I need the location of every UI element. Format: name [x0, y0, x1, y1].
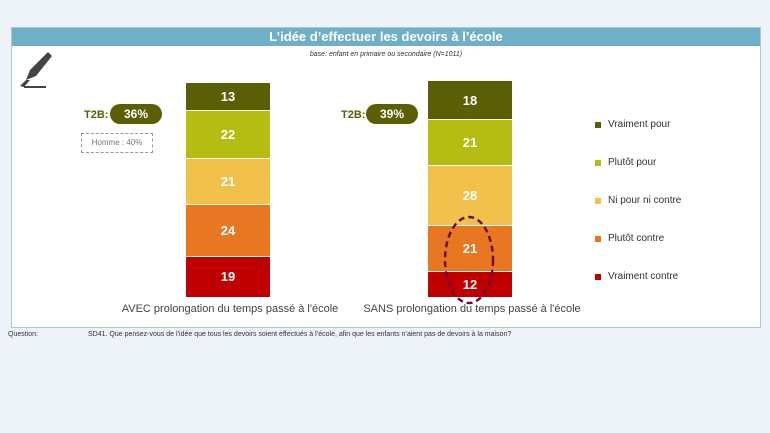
legend-label: Plutôt pour: [608, 157, 657, 168]
legend-item: Plutôt contre: [595, 233, 664, 244]
question-label: Question:: [8, 331, 38, 338]
legend-label: Vraiment pour: [608, 119, 671, 130]
bar-segment-plut-t-contre: 24: [186, 203, 270, 256]
bar-segment-vraiment-contre: 19: [186, 255, 270, 297]
x-label-sans: SANS prolongation du temps passé à l'éco…: [363, 303, 581, 315]
legend-label: Plutôt contre: [608, 233, 665, 244]
question-text: SD41. Que pensez-vous de l’idée que tous…: [88, 331, 512, 338]
legend-swatch: [595, 273, 601, 280]
bar-segment-ni-pour-ni-contre: 28: [428, 164, 512, 226]
legend-swatch: [595, 159, 601, 166]
legend-swatch: [595, 197, 601, 204]
t2b-label-sans: T2B:: [341, 109, 366, 121]
base-note: base: enfant en primaire ou secondaire (…: [309, 51, 463, 58]
legend-item: Vraiment pour: [595, 119, 670, 130]
legend-swatch: [595, 235, 601, 242]
chart-title: L’idée d’effectuer les devoirs à l’école: [12, 28, 760, 46]
highlight-ellipse: [443, 215, 495, 305]
legend-item: Ni pour ni contre: [595, 195, 681, 206]
legend-swatch: [595, 121, 601, 128]
bar-segment-plut-t-pour: 21: [428, 119, 512, 165]
t2b-label-avec: T2B:: [84, 109, 109, 121]
legend-item: Vraiment contre: [595, 271, 678, 282]
legend-item: Plutôt pour: [595, 157, 656, 168]
bar-segment-vraiment-contre: 12: [428, 270, 512, 297]
chart-panel: L’idée d’effectuer les devoirs à l’école…: [11, 27, 761, 328]
bar-segment-plut-t-contre: 21: [428, 225, 512, 271]
homme-note: Homme : 40%: [81, 133, 153, 153]
bar-segment-ni-pour-ni-contre: 21: [186, 158, 270, 204]
t2b-value-avec: 36%: [110, 104, 162, 124]
x-label-avec: AVEC prolongation du temps passé à l'éco…: [121, 303, 339, 315]
bar-segment-vraiment-pour: 13: [186, 82, 270, 111]
bar-segment-plut-t-pour: 22: [186, 110, 270, 159]
fountain-pen-icon: [20, 52, 52, 88]
legend-label: Ni pour ni contre: [608, 195, 682, 206]
bar-segment-vraiment-pour: 18: [428, 80, 512, 120]
legend-label: Vraiment contre: [608, 271, 679, 282]
t2b-value-sans: 39%: [366, 104, 418, 124]
